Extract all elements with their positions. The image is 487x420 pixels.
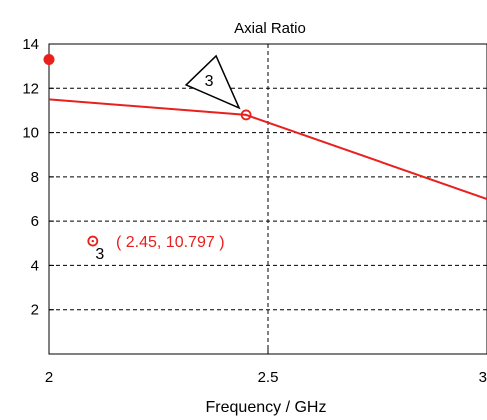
marker-3-callout-label: 3 bbox=[205, 73, 214, 90]
y-tick-label-2: 2 bbox=[31, 302, 39, 319]
marker-legend-symbol-dot bbox=[91, 239, 95, 243]
chart-title: Axial Ratio bbox=[234, 20, 306, 37]
y-tick-label-10: 10 bbox=[22, 125, 39, 142]
marker-3-point-dot bbox=[244, 113, 248, 117]
x-tick-label-2: 2 bbox=[45, 369, 53, 386]
y-tick-label-6: 6 bbox=[31, 213, 39, 230]
corner-indicator-dot bbox=[43, 54, 55, 65]
y-axis-ticks: 2 4 6 8 10 12 14 bbox=[22, 36, 54, 319]
marker-coordinate-readout: ( 2.45, 10.797 ) bbox=[116, 234, 225, 251]
x-axis-label: Frequency / GHz bbox=[206, 399, 327, 416]
x-axis-ticks: 2 2.5 3 bbox=[45, 349, 487, 386]
x-tick-label-2.5: 2.5 bbox=[258, 369, 279, 386]
x-tick-label-3: 3 bbox=[479, 369, 487, 386]
y-tick-label-14: 14 bbox=[22, 36, 39, 53]
y-tick-label-12: 12 bbox=[22, 80, 39, 97]
marker-legend-symbol-label: 3 bbox=[95, 246, 104, 263]
y-tick-label-8: 8 bbox=[31, 169, 39, 186]
marker-3-point bbox=[240, 109, 252, 121]
marker-layer: 3 3 ( 2.45, 10.797 ) bbox=[43, 54, 252, 263]
y-tick-label-4: 4 bbox=[31, 257, 39, 274]
marker-legend-symbol bbox=[87, 235, 99, 247]
grid bbox=[49, 43, 487, 354]
marker-3-callout bbox=[184, 54, 241, 110]
